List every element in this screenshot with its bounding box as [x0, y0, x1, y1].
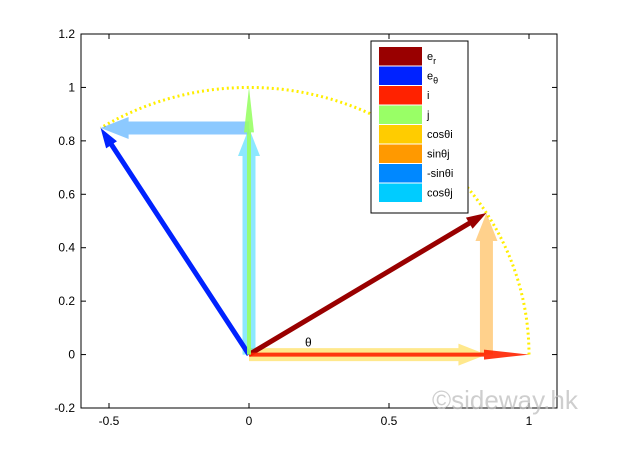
- arrow-sinj-shape: [475, 212, 498, 355]
- arrow-j: [244, 87, 254, 355]
- y-tick-label: 0.8: [58, 134, 75, 148]
- watermark: ©sideway.hk: [432, 385, 578, 415]
- x-tick-label: 1: [526, 414, 533, 428]
- arrow-i: [249, 349, 529, 360]
- legend-swatch: [379, 105, 422, 124]
- y-tick-label: 1.2: [58, 27, 75, 41]
- legend-label: j: [426, 110, 429, 122]
- y-tick-label: -0.2: [54, 401, 75, 415]
- legend-label: sinθj: [427, 149, 450, 161]
- legend-swatch: [379, 144, 422, 163]
- legend-swatch: [379, 125, 422, 144]
- arrow-j-shape: [244, 87, 254, 355]
- x-tick-label: 0: [246, 414, 253, 428]
- legend-swatch: [379, 66, 422, 85]
- legend-swatch: [379, 86, 422, 105]
- legend-label: er: [427, 51, 436, 66]
- y-tick-label: 0.2: [58, 294, 75, 308]
- arrow-sini-shape: [100, 117, 249, 140]
- x-tick-label: 0.5: [381, 414, 398, 428]
- arrow-sinj: [475, 212, 498, 355]
- legend-subscript: r: [433, 56, 436, 66]
- legend-swatch: [379, 164, 422, 183]
- legend-swatch: [379, 47, 422, 66]
- legend-label: eθ: [427, 71, 438, 86]
- arrow-e: [100, 128, 252, 356]
- legend-label: i: [427, 90, 429, 102]
- legend-label: cosθi: [427, 129, 453, 141]
- legend-subscript: θ: [433, 76, 438, 86]
- theta-label: θ: [305, 336, 312, 350]
- legend-label: cosθj: [427, 188, 453, 200]
- y-tick-label: 0.4: [58, 241, 75, 255]
- arrow-e-shape: [100, 128, 252, 356]
- x-tick-label: -0.5: [99, 414, 120, 428]
- unit-circle-arc: [99, 85, 531, 355]
- arrow-sini: [100, 117, 249, 140]
- arrow-er-shape: [247, 212, 487, 357]
- arrow-er: [247, 212, 487, 357]
- legend-label: -sinθi: [427, 168, 453, 180]
- legend-swatch: [379, 183, 422, 202]
- y-tick-label: 0.6: [58, 187, 75, 201]
- arrow-i-shape: [249, 349, 529, 360]
- y-tick-label: 0: [68, 348, 75, 362]
- y-tick-label: 1: [68, 80, 75, 94]
